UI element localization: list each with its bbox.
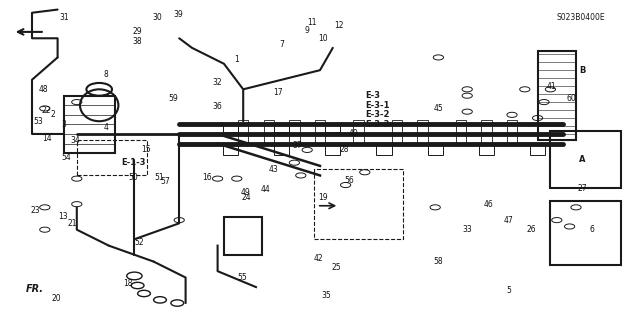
Text: E-3-2: E-3-2 [365,110,389,119]
Text: 9: 9 [305,26,310,35]
Bar [315,120,325,145]
Text: 37: 37 [292,141,303,150]
Text: 32: 32 [212,78,223,87]
Text: E-3-1: E-3-1 [365,101,389,110]
Text: 2: 2 [51,110,56,119]
Text: 27: 27 [577,184,588,193]
Text: 4: 4 [103,123,108,132]
Bar [325,145,340,155]
Text: 42: 42 [313,254,323,263]
Text: 30: 30 [152,13,162,22]
Bar [289,120,300,145]
Text: 43: 43 [269,165,279,174]
Text: 25: 25 [331,263,341,272]
Text: 15: 15 [141,145,151,154]
Text: 33: 33 [462,225,472,234]
Bar [530,145,545,155]
Bar [417,120,428,145]
Text: 36: 36 [212,102,223,111]
Text: 17: 17 [273,88,284,97]
Text: 22: 22 [42,106,51,115]
Text: 60: 60 [566,94,577,103]
Text: 14: 14 [42,134,52,143]
Text: 46: 46 [483,200,493,209]
Text: A: A [579,155,586,164]
Text: 26: 26 [526,225,536,234]
Text: 56: 56 [344,176,354,185]
Bar [479,145,494,155]
Text: 20: 20 [51,294,61,303]
Text: 28: 28 [340,145,349,154]
Bar [392,120,402,145]
Text: 51: 51 [154,173,164,182]
Text: 58: 58 [433,257,444,266]
Bar [325,123,340,132]
Text: 6: 6 [589,225,595,234]
Bar [456,120,466,145]
Text: 1: 1 [234,55,239,63]
Text: 41: 41 [547,82,557,91]
Text: 53: 53 [33,117,44,126]
Text: 35: 35 [321,291,332,300]
Bar [223,123,238,132]
Text: B: B [579,66,586,75]
Bar [223,145,238,155]
Text: 38: 38 [132,37,143,46]
Text: 24: 24 [241,193,252,202]
Text: S023B0400E: S023B0400E [557,13,605,22]
Bar [507,120,517,145]
Text: E-3-3: E-3-3 [365,120,389,129]
Text: 16: 16 [202,173,212,182]
Text: E-3: E-3 [365,91,380,100]
Bar [274,123,289,132]
Text: 48: 48 [38,85,49,94]
Text: 44: 44 [260,185,271,194]
Text: 23: 23 [30,206,40,215]
Bar [481,120,492,145]
Text: 49: 49 [240,189,250,197]
Bar [274,145,289,155]
Bar [264,120,274,145]
Text: 50: 50 [128,173,138,182]
Text: 40: 40 [349,130,359,138]
Bar [428,145,443,155]
Text: 19: 19 [318,193,328,202]
Bar [64,96,115,153]
Text: 47: 47 [504,216,514,225]
Text: 13: 13 [58,212,68,221]
Text: 54: 54 [61,153,71,162]
Bar [538,51,576,140]
Bar [238,120,248,145]
Text: 31: 31 [59,13,69,22]
Text: 3: 3 [61,120,67,129]
Text: FR.: FR. [26,284,44,294]
Text: 59: 59 [168,94,178,103]
Bar [376,145,392,155]
Bar [353,120,364,145]
Text: 29: 29 [132,27,143,36]
Text: 8: 8 [103,70,108,79]
Text: 11: 11 [308,18,317,27]
Text: 12: 12 [335,21,344,30]
Bar [224,217,262,255]
Text: 21: 21 [68,219,77,228]
Text: 10: 10 [318,34,328,43]
Text: 5: 5 [506,286,511,295]
Text: 45: 45 [433,104,444,113]
Text: 52: 52 [134,238,145,247]
Text: 39: 39 [173,10,183,19]
Text: 55: 55 [237,273,247,282]
Text: 57: 57 [160,177,170,186]
Text: 34: 34 [70,136,81,145]
Text: E-1-3: E-1-3 [122,158,146,167]
Text: 7: 7 [279,40,284,49]
Text: 18: 18 [124,279,132,288]
